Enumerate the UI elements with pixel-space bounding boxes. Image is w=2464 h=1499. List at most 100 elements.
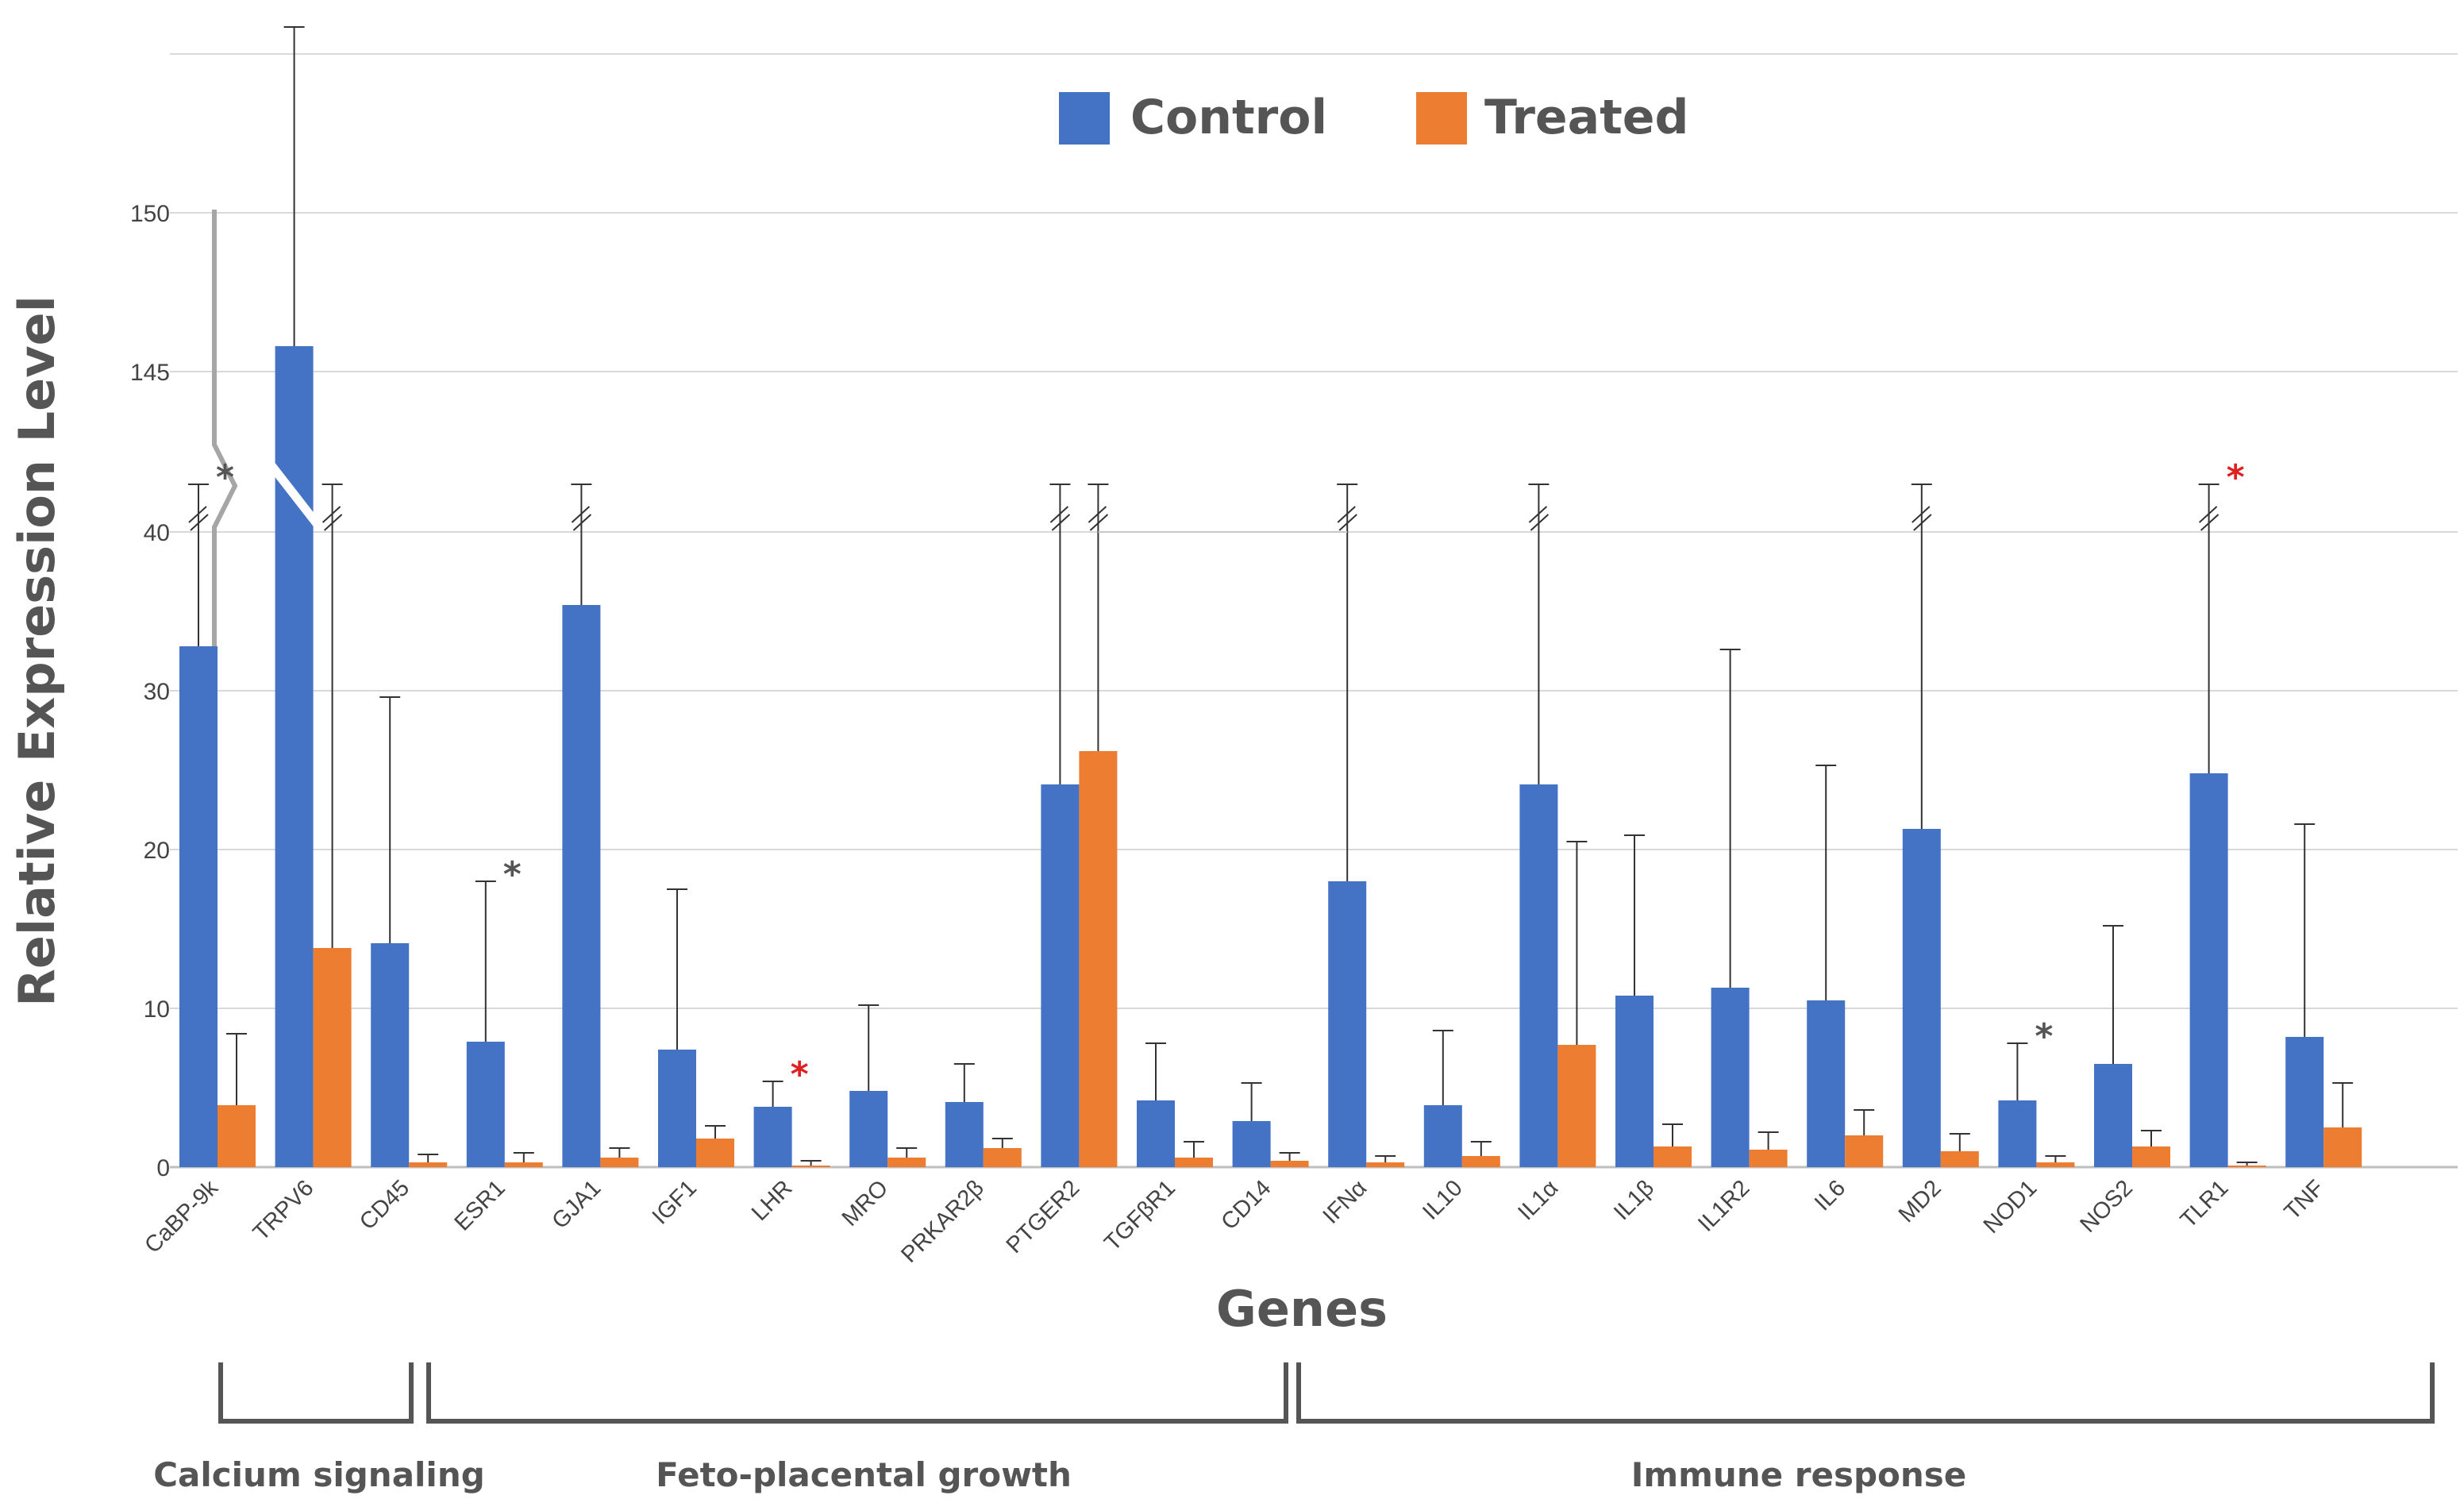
bar-treated-il1r2 bbox=[1749, 1150, 1788, 1167]
bar-control-il6 bbox=[1807, 1000, 1846, 1167]
bar-control-mro bbox=[849, 1091, 888, 1167]
bar-control-ptger2 bbox=[1041, 784, 1080, 1167]
axis-break-mark bbox=[1338, 514, 1357, 531]
axis-break-mark bbox=[323, 514, 343, 531]
bar-treated-igf1 bbox=[696, 1139, 734, 1167]
axis-break-mark bbox=[1051, 514, 1071, 531]
group-bracket-calcium-signaling bbox=[218, 1362, 414, 1424]
bar-treated-tlr1 bbox=[2227, 1166, 2266, 1167]
axis-break-mark bbox=[1089, 514, 1109, 531]
bar-control-il1r2 bbox=[1711, 988, 1750, 1167]
x-tick-label: IL6 bbox=[1810, 1175, 1850, 1216]
x-tick-label: ESR1 bbox=[450, 1175, 510, 1235]
group-label-immune-response: Immune response bbox=[1631, 1455, 1967, 1494]
bar-control-nos2 bbox=[2094, 1064, 2132, 1167]
bar-treated-tnf bbox=[2323, 1127, 2362, 1167]
bar-treated-md2 bbox=[1940, 1151, 1979, 1167]
bar-control-prkar2 bbox=[945, 1102, 984, 1167]
bar-control-md2 bbox=[1902, 829, 1941, 1167]
bar-control-tgf-r1 bbox=[1137, 1100, 1175, 1167]
group-label-feto-placental-growth: Feto-placental growth bbox=[656, 1455, 1072, 1494]
bar-control-il1 bbox=[1615, 996, 1654, 1167]
bar-treated-cd14 bbox=[1270, 1161, 1309, 1167]
axis-break-mark bbox=[572, 514, 592, 531]
x-tick-label: CaBP-9k bbox=[140, 1175, 223, 1258]
x-tick-label: PTGER2 bbox=[1002, 1175, 1085, 1258]
bar-treated-nod1 bbox=[2036, 1162, 2075, 1167]
bar-treated-prkar2 bbox=[983, 1148, 1022, 1167]
x-tick-label: PRKAR2β bbox=[896, 1175, 988, 1267]
legend-swatch-control bbox=[1059, 92, 1110, 145]
x-tick-label: IL10 bbox=[1418, 1175, 1468, 1225]
x-tick-label: MRO bbox=[837, 1175, 893, 1231]
axis-break-mark bbox=[190, 514, 209, 531]
axis-break-mark bbox=[2200, 514, 2220, 531]
bar-control-trpv6 bbox=[275, 346, 314, 1167]
x-tick-label: IL1β bbox=[1609, 1175, 1659, 1225]
group-bracket-immune-response bbox=[1296, 1362, 2435, 1424]
x-tick-label: GJA1 bbox=[547, 1175, 606, 1234]
y-tick-label: 20 bbox=[144, 838, 170, 864]
x-tick-label: TLR1 bbox=[2176, 1175, 2234, 1233]
bar-treated-il1 bbox=[1654, 1146, 1692, 1167]
bar-treated-lhr bbox=[791, 1166, 830, 1167]
bar-control-gja1 bbox=[562, 605, 601, 1167]
bar-treated-il10 bbox=[1461, 1156, 1500, 1167]
x-tick-label: CD14 bbox=[1216, 1175, 1276, 1235]
bar-treated-cd45 bbox=[409, 1162, 448, 1167]
axis-break-mark bbox=[1530, 514, 1550, 531]
bar-control-igf1 bbox=[658, 1050, 696, 1167]
axis-break-mark bbox=[1912, 506, 1931, 523]
bar-treated-il1 bbox=[1557, 1045, 1596, 1167]
y-tick-label: 145 bbox=[130, 360, 170, 386]
axis-break-mark bbox=[2198, 506, 2218, 523]
group-label-calcium-signaling: Calcium signaling bbox=[153, 1455, 485, 1494]
bar-control-il1 bbox=[1519, 784, 1558, 1167]
bar-control-esr1 bbox=[466, 1042, 505, 1167]
y-tick-label: 10 bbox=[144, 996, 170, 1023]
axis-break-mark bbox=[1088, 506, 1107, 523]
axis-break-mark bbox=[1528, 506, 1548, 523]
bar-treated-tgf-r1 bbox=[1175, 1158, 1213, 1167]
x-tick-label: TNF bbox=[2280, 1175, 2329, 1224]
significance-marks: * * * * * bbox=[216, 457, 2245, 1095]
bar-control-lhr bbox=[753, 1107, 792, 1167]
significance-star-lhr: * bbox=[791, 1054, 809, 1095]
legend-swatch-treated bbox=[1416, 92, 1467, 145]
axis-break-mark bbox=[1913, 514, 1932, 531]
axis-break-mark bbox=[1337, 506, 1356, 523]
bar-treated-ptger2 bbox=[1079, 751, 1118, 1167]
significance-star-esr1: * bbox=[503, 854, 522, 895]
error-bars bbox=[188, 26, 2354, 1166]
y-tick-label: 40 bbox=[144, 520, 170, 546]
x-tick-labels: CaBP-9k TRPV6 CD45 ESR1 GJA1 IGF1 LHR MRO PRKAR2… bbox=[140, 1175, 2329, 1268]
bar-treated-gja1 bbox=[600, 1158, 639, 1167]
bar-control-cd14 bbox=[1232, 1121, 1271, 1167]
bar-treated-nos2 bbox=[2132, 1146, 2170, 1167]
bar-treated-il6 bbox=[1845, 1135, 1884, 1167]
x-tick-label: CD45 bbox=[355, 1175, 414, 1235]
axis-break-mark bbox=[1049, 506, 1069, 523]
bar-treated-esr1 bbox=[504, 1162, 543, 1167]
axis-break-mark bbox=[321, 506, 341, 523]
x-tick-label: TRPV6 bbox=[248, 1175, 319, 1246]
axis-break-mark bbox=[571, 506, 591, 523]
bar-control-ifn bbox=[1328, 881, 1367, 1167]
axis-break-mark bbox=[188, 506, 207, 523]
bar-treated-trpv6 bbox=[313, 948, 352, 1167]
bars bbox=[179, 346, 2362, 1167]
bar-control-nod1 bbox=[1998, 1100, 2037, 1167]
x-tick-label: MD2 bbox=[1894, 1175, 1946, 1227]
x-tick-label: IL1R2 bbox=[1693, 1175, 1754, 1236]
y-tick-label: 150 bbox=[130, 201, 170, 227]
bar-control-tnf bbox=[2285, 1037, 2324, 1167]
bar-treated-mro bbox=[887, 1158, 926, 1167]
bar-control-cd45 bbox=[371, 943, 410, 1167]
x-tick-label: IGF1 bbox=[648, 1175, 702, 1229]
x-tick-label: NOS2 bbox=[2075, 1175, 2137, 1237]
bar-control-il10 bbox=[1423, 1105, 1462, 1167]
legend-label-control: Control bbox=[1130, 90, 1327, 145]
significance-star-nod1: * bbox=[2035, 1016, 2053, 1057]
significance-star-cabp-9k: * bbox=[216, 457, 234, 498]
